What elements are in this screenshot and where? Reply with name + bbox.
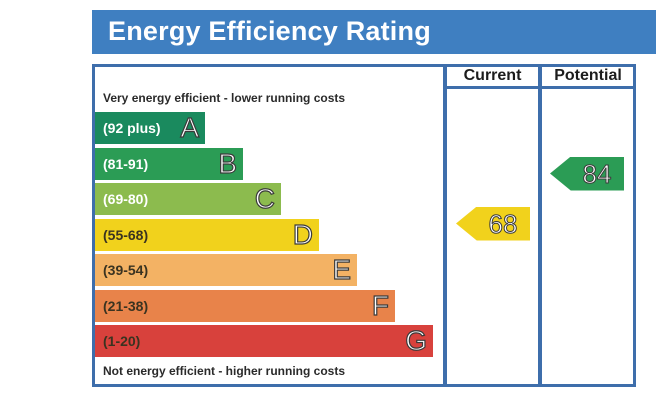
current-column-header: Current: [463, 67, 522, 84]
band-range-label: (55-68): [103, 226, 149, 243]
rating-frame: [92, 64, 636, 387]
chart-title: Energy Efficiency Rating: [108, 16, 431, 46]
band-e: (39-54) E: [95, 253, 357, 286]
band-g: (1-20) G: [95, 324, 433, 357]
column-header-rule: [443, 86, 636, 89]
band-letter: F: [371, 289, 389, 321]
potential-rating-value: 84: [582, 158, 612, 189]
current-rating-value: 68: [488, 208, 518, 239]
band-letter: D: [292, 218, 313, 250]
band-range-label: (1-20): [103, 333, 141, 349]
band-letter: A: [180, 111, 200, 143]
band-letter: G: [405, 324, 428, 356]
band-range-label: (39-54): [103, 262, 149, 278]
band-range-label: (81-91): [103, 155, 149, 172]
band-letter: B: [218, 147, 238, 179]
band-a: (92 plus) A: [95, 111, 205, 144]
potential-column-divider: [538, 64, 542, 387]
band-f: (21-38) F: [95, 289, 395, 322]
band-letter: E: [332, 253, 352, 285]
band-d: (55-68) D: [95, 218, 319, 251]
top-caption: Very energy efficient - lower running co…: [103, 91, 346, 105]
band-b: (81-91) B: [95, 147, 243, 180]
current-column-divider: [443, 64, 447, 387]
title-banner: Energy Efficiency Rating: [92, 10, 656, 54]
bottom-caption: Not energy efficient - higher running co…: [103, 364, 346, 378]
band-range-label: (92 plus): [103, 120, 161, 136]
band-c: (69-80) C: [95, 182, 281, 215]
band-range-label: (21-38): [103, 297, 149, 314]
band-range-label: (69-80): [103, 191, 149, 207]
band-letter: C: [254, 182, 275, 214]
potential-column-header: Potential: [554, 67, 622, 84]
